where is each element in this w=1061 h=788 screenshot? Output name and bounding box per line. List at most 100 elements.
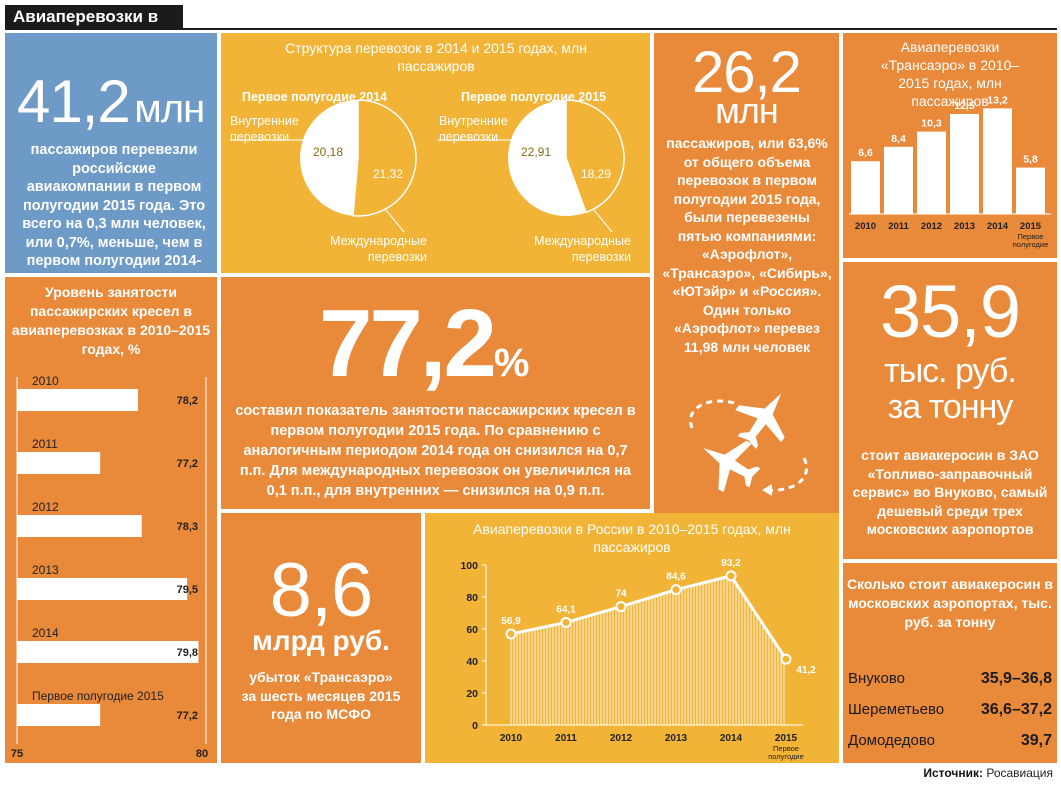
occupancy-category-label: 2014 <box>32 626 59 640</box>
stat-text: стоит авиакеросин в ЗАО «Топливо-заправо… <box>852 447 1048 537</box>
russia-value-label: 56,9 <box>501 616 521 627</box>
russia-value-label: 84,6 <box>666 572 686 583</box>
transaero-bar <box>983 108 1012 214</box>
pie-charts: Первое полугодие 2014 Первое полугодие 2… <box>230 90 625 233</box>
russia-point <box>505 628 517 640</box>
airport-name: Внуково <box>848 670 906 687</box>
pie-slice-international <box>565 99 625 214</box>
pie-2014-label-intl: Международные перевозки <box>330 234 427 264</box>
source-value: Росавиация <box>986 766 1053 780</box>
occupancy-chart: 2010 78,2 2011 77,2 2012 78,3 2013 79,5 2014 79,8… <box>11 374 208 760</box>
russia-traffic-title: Авиаперевозки в России в 2010–2015 годах… <box>473 521 791 555</box>
transaero-bar <box>917 131 946 214</box>
russia-xtick-label: 2015 <box>775 733 798 744</box>
transaero-chart: 6,6 2010 8,4 2011 10,3 2012 12,5 2013 13,2 2014 5,… <box>849 94 1051 249</box>
stat-text: убыток «Трансаэро» за шесть месяцев 2015… <box>241 669 401 722</box>
russia-value-label: 41,2 <box>796 665 816 676</box>
russia-xtick-label: 2010 <box>500 733 523 744</box>
stat-panel-fuel: 35,9 тыс. руб. за тонну стоит авиакероси… <box>843 262 1057 559</box>
header-rule <box>5 28 1057 30</box>
occupancy-bar <box>17 452 101 474</box>
transaero-tick-label: 2014 <box>987 221 1009 232</box>
stat-panel-passengers: 41,2 млн пассажиров перевезли российские… <box>5 33 217 273</box>
transaero-tick-label: 2015 <box>1020 221 1042 232</box>
transaero-title: Авиаперевозки «Трансаэро» в 2010–2015 го… <box>880 39 1020 109</box>
russia-series-line <box>510 574 788 660</box>
occupancy-value-label: 79,5 <box>177 584 198 596</box>
russia-point <box>670 584 682 596</box>
stat-value: 77,2 <box>319 290 497 397</box>
russia-point <box>725 570 737 582</box>
russia-xtick-label: 2013 <box>665 733 688 744</box>
airport-name: Шереметьево <box>848 701 945 718</box>
transaero-value-label: 5,8 <box>1023 154 1038 166</box>
stat-unit: % <box>493 341 530 385</box>
stat-unit: млн <box>134 87 205 131</box>
airport-price: 35,9–36,8 <box>980 670 1052 687</box>
occupancy-value-label: 78,3 <box>177 521 198 533</box>
pie-leader-international <box>593 209 613 233</box>
occupancy-category-label: 2013 <box>32 563 59 577</box>
occupancy-value-label: 79,8 <box>177 647 198 659</box>
pie-title: Структура перевозок в 2014 и 2015 годах,… <box>285 40 587 74</box>
russia-point <box>780 653 792 665</box>
russia-ytick-label: 40 <box>466 656 478 668</box>
russia-point <box>615 601 627 613</box>
occupancy-bar <box>17 578 188 600</box>
fuel-price-row: Шереметьево 36,6–37,2 <box>848 694 1052 725</box>
russia-ytick-label: 80 <box>466 592 478 604</box>
occupancy-xtick: 75 <box>11 748 23 760</box>
occupancy-category-label: 2012 <box>32 500 59 514</box>
russia-ytick-label: 60 <box>466 624 478 636</box>
occupancy-panel: Уровень занятости пассажирских кресел в … <box>5 277 217 763</box>
occupancy-bar <box>17 704 101 726</box>
source-label: Источник: <box>923 766 983 780</box>
pie-2015-subtitle: Первое полугодие 2015 <box>461 90 606 104</box>
fuel-price-panel: Сколько стоит авиакеросин в московских а… <box>843 563 1057 763</box>
occupancy-category-label: Первое полугодие 2015 <box>32 689 164 703</box>
transaero-note-2: полугодие <box>1013 240 1049 249</box>
airport-price: 36,6–37,2 <box>980 701 1052 718</box>
fuel-price-row: Домодедово 39,7 <box>848 725 1052 756</box>
page-title: Авиаперевозки в цифрах <box>5 5 183 50</box>
airport-price: 39,7 <box>1020 732 1052 749</box>
transaero-tick-label: 2013 <box>954 221 975 232</box>
stat-panel-loss: 8,6 млрд руб. убыток «Трансаэро» за шест… <box>221 513 421 763</box>
stat-value: 35,9 <box>879 270 1021 353</box>
source-note: Источник: Росавиация <box>923 766 1053 780</box>
pie-value-domestic: 20,18 <box>313 145 343 159</box>
transaero-value-label: 12,5 <box>954 100 975 112</box>
pie-2015-label-intl: Международные перевозки <box>534 234 631 264</box>
occupancy-category-label: 2010 <box>32 374 59 388</box>
russia-ytick-label: 100 <box>460 560 478 572</box>
transaero-bar <box>1016 167 1045 214</box>
russia-xtick-label: 2014 <box>720 733 743 744</box>
russia-x-note-1: Первое <box>773 744 799 753</box>
airport-name: Домодедово <box>848 732 935 749</box>
stat-text: составил показатель занятости пассажирск… <box>235 403 636 499</box>
russia-value-label: 64,1 <box>556 604 576 615</box>
pie-value-domestic: 22,91 <box>521 145 551 159</box>
stat-value: 26,2 <box>692 40 802 105</box>
russia-traffic-chart: 0 20 40 60 80 100 56,9 2010 64,1 2011 74 2012 84,6 20… <box>460 558 816 761</box>
occupancy-category-label: 2011 <box>32 437 58 451</box>
russia-point <box>560 616 572 628</box>
transaero-bar <box>851 161 880 214</box>
occupancy-title: Уровень занятости пассажирских кресел в … <box>11 284 211 357</box>
stat-unit: тыс. руб. <box>884 352 1017 390</box>
transaero-tick-label: 2010 <box>855 221 876 232</box>
pie-panel: Структура перевозок в 2014 и 2015 годах,… <box>221 33 650 273</box>
stat-unit: млрд руб. <box>252 625 390 656</box>
russia-traffic-panel: Авиаперевозки в России в 2010–2015 годах… <box>425 513 839 763</box>
stat-unit: млн <box>715 90 779 131</box>
transaero-value-label: 10,3 <box>921 118 942 130</box>
russia-value-label: 74 <box>615 589 627 600</box>
occupancy-xtick: 80 <box>196 748 208 760</box>
planes-icon <box>689 393 808 496</box>
transaero-tick-label: 2011 <box>888 221 909 232</box>
stat-text: пассажиров перевезли российские авиакомп… <box>22 142 206 273</box>
occupancy-value-label: 77,2 <box>177 710 198 722</box>
occupancy-bar <box>17 641 199 663</box>
pie-value-international: 21,32 <box>373 167 403 181</box>
russia-value-label: 93,2 <box>721 558 741 569</box>
